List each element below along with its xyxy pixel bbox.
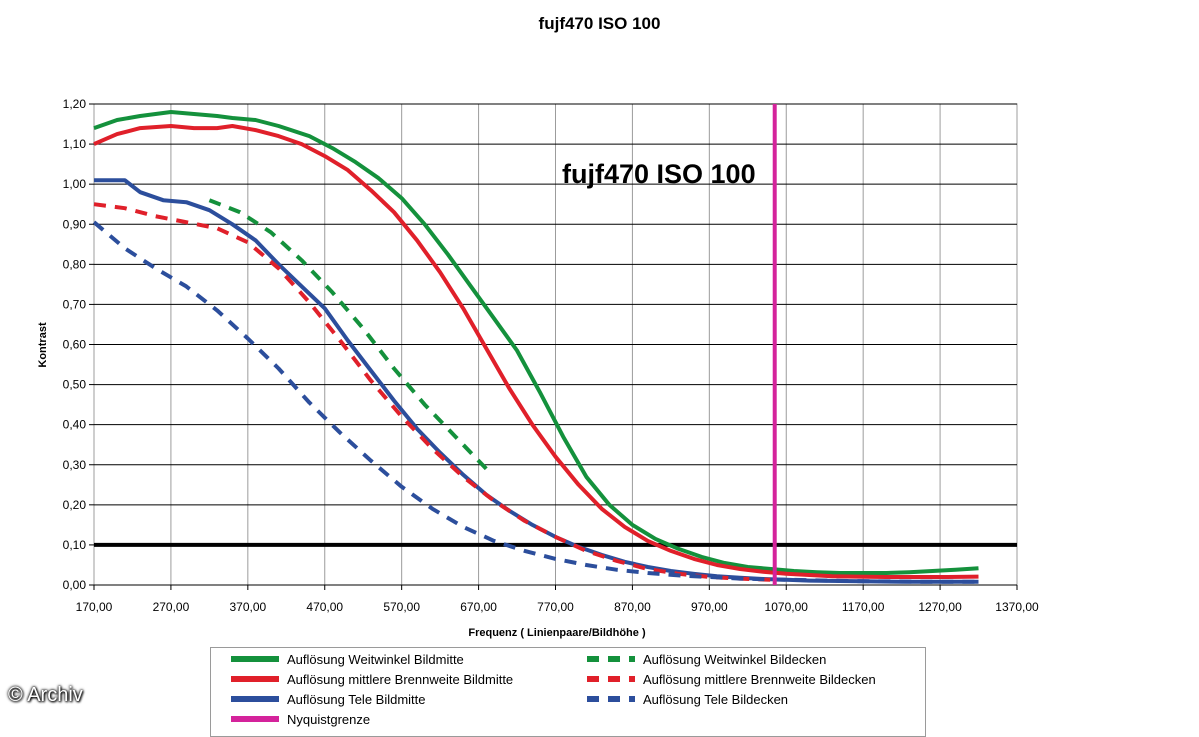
line-chart: 170,00 270,00 370,00 470,00 570,00 670,00 770,… bbox=[37, 97, 1039, 639]
legend-item-aufloesung-mittlere-brennweite-bildecken: Auflösung mittlere Brennweite Bildecken bbox=[587, 670, 876, 688]
legend-label: Auflösung Weitwinkel Bildecken bbox=[643, 651, 827, 667]
y-tick-label: 1,20 bbox=[63, 97, 87, 111]
x-tick-label: 1170,00 bbox=[842, 600, 885, 614]
legend-label: Auflösung mittlere Brennweite Bildecken bbox=[643, 671, 876, 687]
x-tick-label: 470,00 bbox=[306, 600, 343, 614]
legend-swatch bbox=[231, 696, 279, 702]
legend-label: Auflösung Tele Bildecken bbox=[643, 691, 789, 707]
legend-label: Auflösung Tele Bildmitte bbox=[287, 691, 426, 707]
legend-swatch bbox=[587, 696, 635, 702]
y-tick-label: 0,10 bbox=[63, 538, 87, 552]
y-tick-label: 0,70 bbox=[63, 297, 87, 311]
legend-item-aufloesung-tele-bildecken: Auflösung Tele Bildecken bbox=[587, 690, 788, 708]
legend-swatch bbox=[231, 676, 279, 682]
legend-item-aufloesung-weitwinkel-bildmitte: Auflösung Weitwinkel Bildmitte bbox=[231, 650, 464, 668]
y-tick-label: 0,50 bbox=[63, 378, 87, 392]
series-aufloesung-mittlere-brennweite-bildmitte bbox=[93, 124, 979, 579]
series-aufloesung-mittlere-brennweite-bildecken bbox=[93, 202, 771, 582]
legend-swatch bbox=[231, 656, 279, 662]
y-tick-label: 0,00 bbox=[63, 578, 87, 592]
legend-item-nyquistgrenze: Nyquistgrenze bbox=[231, 710, 370, 728]
chart-annotation: fujf470 ISO 100 bbox=[562, 159, 756, 189]
y-tick-label: 0,80 bbox=[63, 257, 87, 271]
x-tick-label: 770,00 bbox=[537, 600, 574, 614]
x-tick-label: 370,00 bbox=[229, 600, 266, 614]
legend-item-aufloesung-weitwinkel-bildecken: Auflösung Weitwinkel Bildecken bbox=[587, 650, 826, 668]
y-tick-label: 0,90 bbox=[63, 217, 87, 231]
x-tick-label: 1070,00 bbox=[765, 600, 809, 614]
x-tick-label: 1370,00 bbox=[995, 600, 1039, 614]
series-aufloesung-tele-bildecken bbox=[92, 220, 979, 584]
y-axis-ticks: 0,00 0,10 0,20 0,30 0,40 0,50 0,60 0,70 0,80 0,90… bbox=[63, 97, 94, 592]
x-tick-label: 170,00 bbox=[76, 600, 113, 614]
y-tick-label: 0,60 bbox=[63, 338, 87, 352]
legend-swatch bbox=[587, 676, 635, 682]
x-tick-label: 1270,00 bbox=[918, 600, 962, 614]
x-axis-ticks: 170,00 270,00 370,00 470,00 570,00 670,00 770,… bbox=[76, 585, 1039, 614]
x-tick-label: 970,00 bbox=[691, 600, 728, 614]
y-tick-label: 0,20 bbox=[63, 498, 87, 512]
legend-label: Auflösung Weitwinkel Bildmitte bbox=[287, 651, 464, 667]
y-tick-label: 0,40 bbox=[63, 418, 87, 432]
watermark: © Archiv bbox=[8, 684, 83, 706]
series-group bbox=[92, 110, 979, 584]
chart-title: fujf470 ISO 100 bbox=[538, 14, 661, 33]
legend-label: Nyquistgrenze bbox=[287, 711, 371, 727]
x-tick-label: 670,00 bbox=[460, 600, 497, 614]
y-axis-label: Kontrast bbox=[37, 322, 49, 368]
legend: Auflösung Weitwinkel Bildmitte Auflösung … bbox=[210, 647, 926, 737]
legend-item-aufloesung-tele-bildmitte: Auflösung Tele Bildmitte bbox=[231, 690, 426, 708]
legend-label: Auflösung mittlere Brennweite Bildmitte bbox=[287, 671, 514, 687]
y-tick-label: 1,10 bbox=[63, 137, 87, 151]
legend-item-aufloesung-mittlere-brennweite-bildmitte: Auflösung mittlere Brennweite Bildmitte bbox=[231, 670, 513, 688]
x-axis-label: Frequenz ( Linienpaare/Bildhöhe ) bbox=[468, 627, 646, 639]
series-aufloesung-weitwinkel-bildecken bbox=[208, 198, 488, 471]
gridlines bbox=[93, 103, 1018, 586]
legend-swatch bbox=[587, 656, 635, 662]
y-tick-label: 1,00 bbox=[63, 177, 87, 191]
x-tick-label: 270,00 bbox=[153, 600, 190, 614]
x-tick-label: 870,00 bbox=[614, 600, 651, 614]
series-aufloesung-weitwinkel-bildmitte bbox=[93, 110, 979, 575]
y-tick-label: 0,30 bbox=[63, 458, 87, 472]
legend-swatch bbox=[231, 716, 279, 722]
x-tick-label: 570,00 bbox=[383, 600, 420, 614]
